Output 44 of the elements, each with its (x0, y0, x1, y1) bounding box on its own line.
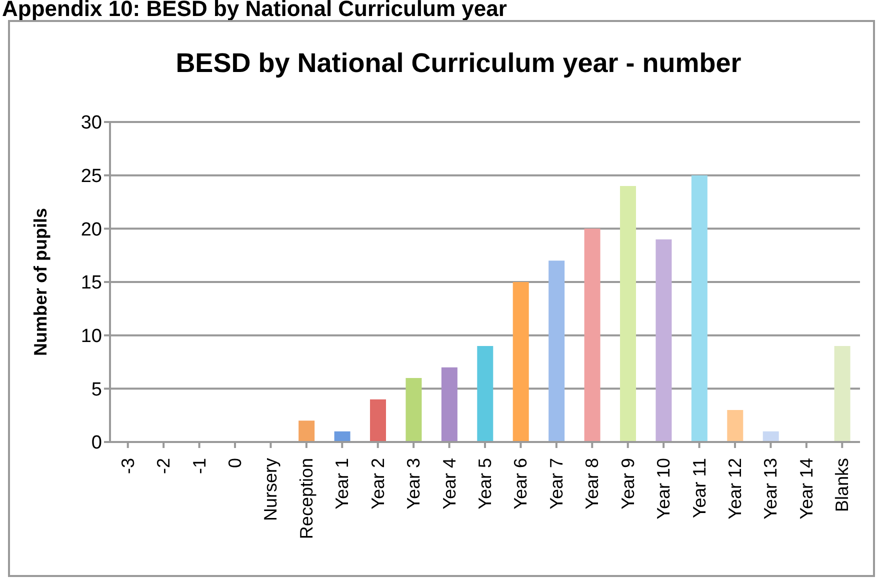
bar (406, 378, 422, 442)
bar (512, 282, 529, 442)
bar (298, 420, 315, 442)
y-tick-label: 0 (91, 432, 102, 454)
bar (441, 367, 458, 442)
y-tick-label: 30 (80, 112, 102, 134)
x-tick-label: Year 9 (618, 458, 638, 510)
x-tick-label: Nursery (260, 458, 281, 522)
y-tick-label: 25 (80, 166, 102, 188)
x-tick-label: 0 (225, 458, 245, 468)
x-tick-label: Year 2 (368, 458, 388, 510)
x-tick-label: -2 (154, 458, 174, 474)
y-tick-label: 5 (91, 379, 102, 400)
y-axis-title: Number of pupils (30, 208, 50, 356)
x-tick-label: Year 12 (725, 458, 745, 520)
x-tick-label: -3 (118, 458, 138, 474)
x-tick-label: Year 10 (654, 458, 674, 520)
x-tick-label: Year 8 (582, 458, 602, 510)
x-tick-label: -1 (189, 458, 210, 474)
x-tick-label: Blanks (832, 458, 852, 512)
x-tick-label: Year 6 (510, 458, 531, 510)
y-tick-label: 15 (80, 272, 102, 294)
y-tick-label: 20 (80, 219, 102, 240)
x-tick-label: Year 14 (796, 458, 816, 520)
bar (691, 175, 708, 442)
x-tick-label: Year 7 (546, 458, 566, 510)
bar (370, 399, 386, 442)
x-tick-label: Year 1 (332, 458, 352, 510)
bar (548, 260, 565, 442)
x-tick-label: Reception (296, 458, 316, 540)
text: Appendix 10: BESD by National Curriculum year (2, 0, 507, 21)
bar (584, 228, 600, 442)
chart-title: BESD by National Curriculum year - number (174, 48, 742, 79)
x-tick-label: Year 11 (689, 458, 710, 518)
bar (727, 410, 744, 442)
y-tick-label: 10 (80, 326, 102, 348)
x-tick-label: Year 13 (760, 458, 781, 520)
x-tick-label: Year 5 (475, 458, 495, 510)
x-tick-label: Year 4 (439, 458, 460, 510)
bar (834, 346, 850, 442)
bar (620, 186, 636, 442)
x-tick-label: Year 3 (404, 458, 424, 510)
bar (656, 239, 672, 442)
bar (477, 346, 494, 442)
